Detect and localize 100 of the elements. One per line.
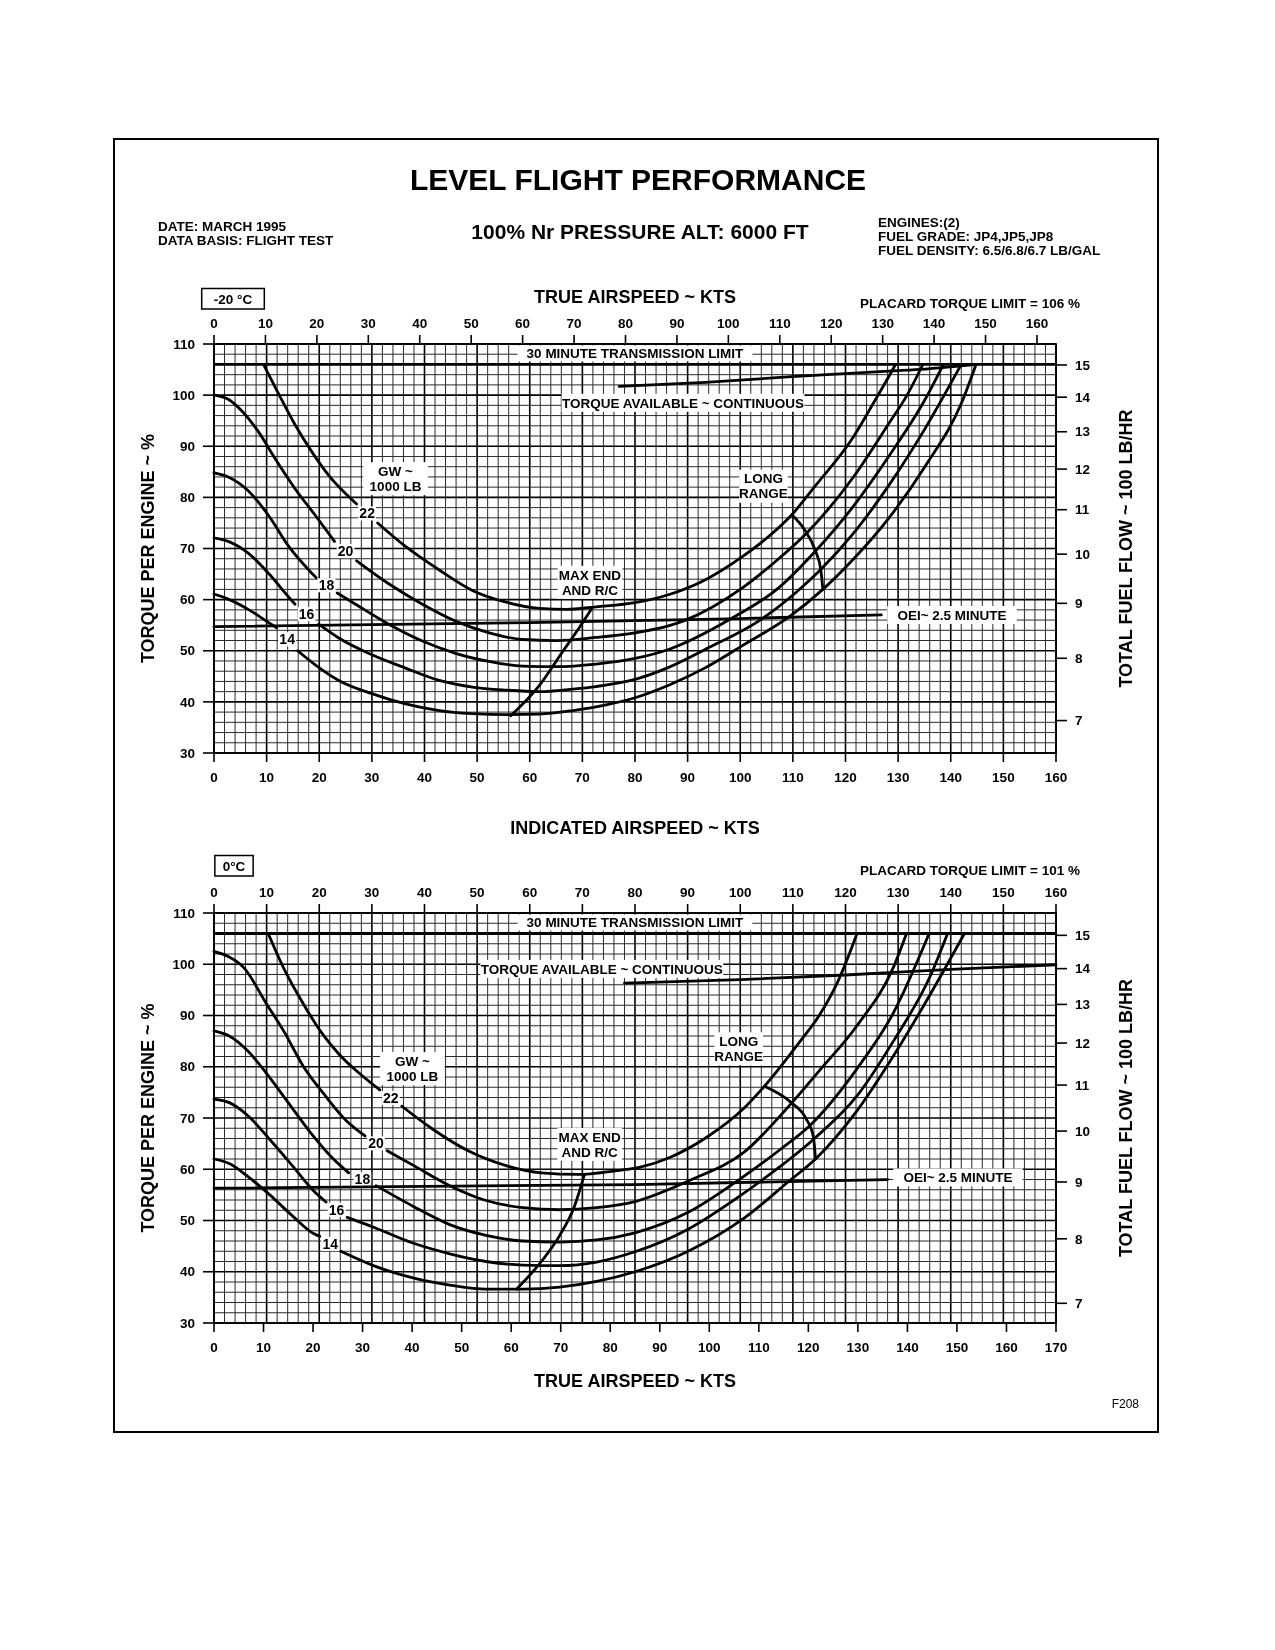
x-tick-label: 110	[781, 885, 804, 900]
x2-tick-label: 20	[309, 316, 325, 331]
x2-tick-label: 140	[922, 316, 946, 331]
x2-tick-label: 160	[1025, 316, 1049, 331]
x2-tick-label: 90	[652, 1340, 668, 1355]
y-tick-label: 110	[173, 905, 195, 921]
text: PLACARD TORQUE LIMIT = 101 %	[860, 863, 1080, 878]
y-tick-label: 40	[179, 694, 195, 710]
x2-tick-label: 150	[974, 316, 997, 331]
x-tick-label: 120	[834, 885, 857, 900]
y2-tick-label: 15	[1075, 928, 1091, 944]
y-tick-label: 50	[179, 1213, 195, 1229]
x2-tick-label: 30	[355, 1340, 371, 1355]
y-axis-title: TORQUE PER ENGINE ~ %	[138, 1003, 159, 1233]
annotation: GW ~ 1000 LB	[386, 1053, 439, 1084]
x2-tick-label: 100	[717, 316, 740, 331]
y2-tick-label: 15	[1075, 357, 1091, 373]
x2-tick-label: 130	[871, 316, 894, 331]
y2-tick-label: 7	[1075, 713, 1083, 729]
x-tick-label: 50	[469, 885, 485, 900]
x-tick-label: 120	[834, 770, 857, 785]
x-tick-label: 40	[416, 885, 433, 900]
x2-tick-label: 60	[515, 316, 531, 331]
text: 0°C	[222, 859, 246, 874]
x2-tick-label: 10	[256, 1340, 272, 1355]
chart-subtitle: 100% Nr PRESSURE ALT: 6000 FT	[471, 220, 809, 243]
x-tick-label: 10	[259, 770, 275, 785]
x-tick-label: 40	[416, 770, 433, 785]
x-tick-label: 100	[728, 885, 752, 900]
x2-tick-label: 170	[1044, 1340, 1068, 1355]
x2-tick-label: 100	[698, 1340, 721, 1355]
x2-axis-title: TRUE AIRSPEED ~ KTS	[534, 1371, 736, 1391]
x2-axis-title: TRUE AIRSPEED ~ KTS	[534, 287, 736, 307]
y-tick-label: 110	[173, 336, 195, 352]
text: DATA BASIS: FLIGHT TEST	[158, 233, 334, 248]
y-tick-label: 70	[179, 541, 195, 557]
y-tick-label: 80	[179, 1059, 195, 1075]
x-tick-label: 160	[1044, 885, 1068, 900]
x-tick-label: 70	[574, 885, 590, 900]
x2-tick-label: 10	[257, 316, 273, 331]
y2-tick-label: 13	[1075, 997, 1091, 1013]
x2-tick-label: 70	[553, 1340, 569, 1355]
x2-tick-label: 0	[210, 316, 218, 331]
y-tick-label: 50	[179, 643, 195, 659]
x-axis-title: INDICATED AIRSPEED ~ KTS	[510, 818, 760, 838]
x-tick-label: 110	[781, 770, 804, 785]
y2-tick-label: 8	[1075, 651, 1083, 666]
y-tick-label: 100	[172, 387, 195, 403]
y2-axis-title: TOTAL FUEL FLOW ~ 100 LB/HR	[1116, 409, 1137, 688]
x-tick-label: 20	[311, 770, 327, 785]
x2-tick-label: 90	[669, 316, 685, 331]
x-tick-label: 140	[939, 770, 963, 785]
text: DATE: MARCH 1995	[158, 219, 287, 234]
x2-tick-label: 80	[602, 1340, 618, 1355]
y-tick-label: 60	[179, 1161, 195, 1177]
x-tick-label: 150	[992, 770, 1015, 785]
x-tick-label: 140	[939, 885, 963, 900]
y2-tick-label: 7	[1075, 1296, 1083, 1312]
y-tick-label: 40	[179, 1264, 195, 1280]
annotation: OEI~ 2.5 MINUTE	[903, 1170, 1013, 1186]
y2-axis-title: TOTAL FUEL FLOW ~ 100 LB/HR	[1116, 978, 1137, 1258]
x-tick-label: 30	[364, 885, 380, 900]
x2-tick-label: 50	[463, 316, 479, 331]
y2-tick-label: 8	[1075, 1231, 1083, 1247]
x-tick-label: 50	[469, 770, 485, 785]
y2-tick-label: 14	[1075, 961, 1091, 977]
x-tick-label: 60	[522, 885, 538, 900]
text: FUEL DENSITY: 6.5/6.8/6.7 LB/GAL	[878, 243, 1101, 258]
chart-title: LEVEL FLIGHT PERFORMANCE	[409, 163, 867, 196]
x2-tick-label: 120	[819, 316, 843, 331]
y-tick-label: 100	[172, 956, 195, 972]
x2-tick-label: 50	[454, 1340, 470, 1355]
x-tick-label: 160	[1044, 770, 1068, 785]
text: ENGINES:(2)	[878, 215, 960, 230]
x2-tick-label: 160	[995, 1340, 1018, 1355]
y2-tick-label: 10	[1075, 1123, 1091, 1139]
x-tick-label: 80	[627, 770, 643, 785]
x2-tick-label: 110	[747, 1340, 770, 1355]
y-tick-label: 60	[179, 592, 195, 608]
y2-tick-label: 12	[1075, 1035, 1091, 1051]
y2-tick-label: 9	[1075, 596, 1083, 612]
text: -20 °C	[213, 292, 253, 307]
y-tick-label: 90	[179, 1008, 195, 1024]
x2-tick-label: 70	[566, 316, 582, 331]
y-tick-label: 30	[179, 1315, 195, 1331]
y2-tick-label: 11	[1075, 502, 1090, 518]
x2-tick-label: 140	[896, 1340, 919, 1355]
x2-tick-label: 40	[412, 316, 428, 331]
text: F208	[1111, 1397, 1140, 1411]
y2-tick-label: 9	[1075, 1174, 1083, 1190]
x-tick-label: 150	[992, 885, 1015, 900]
y-tick-label: 90	[179, 438, 195, 454]
x2-tick-label: 60	[503, 1340, 519, 1355]
x-tick-label: 130	[886, 885, 910, 900]
x-tick-label: 80	[627, 885, 643, 900]
x2-tick-label: 150	[945, 1340, 969, 1355]
y-tick-label: 70	[179, 1110, 195, 1126]
y2-tick-label: 14	[1075, 389, 1091, 405]
y2-tick-label: 13	[1075, 424, 1091, 440]
annotation: OEI~ 2.5 MINUTE	[897, 607, 1007, 623]
